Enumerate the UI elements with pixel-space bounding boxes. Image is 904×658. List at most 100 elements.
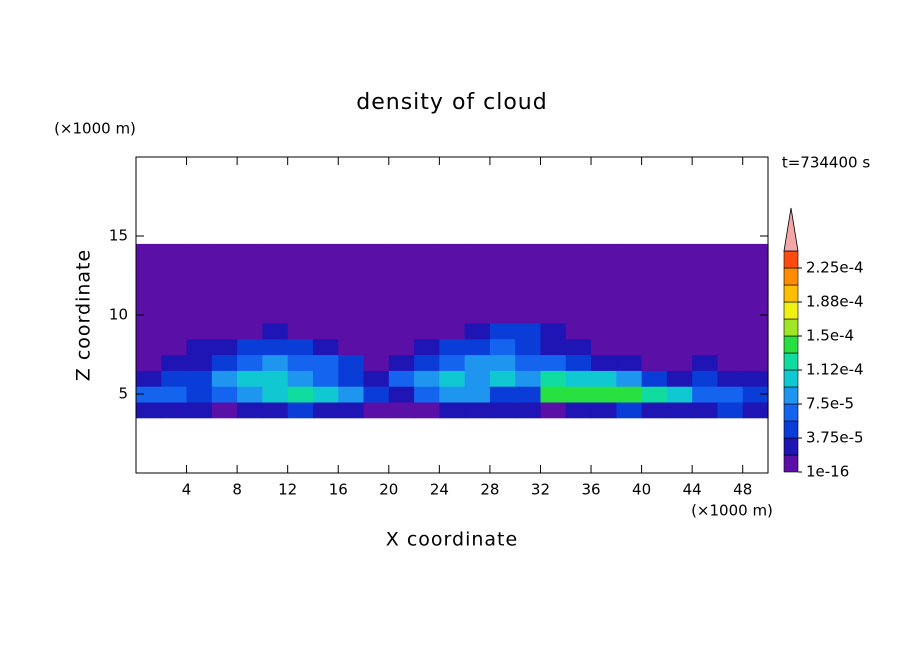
cell — [616, 338, 643, 356]
cell — [262, 291, 289, 308]
cell — [136, 338, 162, 356]
x-tick-label: 44 — [683, 481, 702, 499]
cell — [363, 291, 390, 308]
cell — [312, 291, 339, 308]
cell — [186, 386, 213, 403]
cell — [565, 291, 592, 308]
cell — [414, 354, 440, 371]
cell — [312, 307, 339, 324]
cell — [717, 322, 744, 340]
cell — [666, 354, 693, 371]
cell — [616, 243, 643, 261]
cell — [540, 291, 567, 308]
cell — [515, 307, 542, 324]
cell — [717, 386, 744, 403]
cell — [692, 322, 719, 340]
cell — [287, 401, 314, 419]
cell — [287, 259, 314, 277]
cell — [414, 322, 440, 340]
cell — [742, 291, 769, 308]
colorbar-band — [783, 352, 799, 371]
cell — [287, 370, 314, 387]
cell — [363, 275, 390, 292]
cell — [439, 386, 466, 403]
colorbar-band — [783, 267, 799, 286]
x-tick-label: 36 — [581, 481, 600, 499]
field — [136, 243, 769, 419]
cell — [186, 275, 213, 292]
cell — [136, 307, 162, 324]
cell — [565, 338, 592, 356]
cell — [211, 354, 238, 371]
cell — [186, 307, 213, 324]
cell — [515, 354, 542, 371]
cell — [464, 259, 491, 277]
colorbar-band — [783, 369, 799, 388]
cell — [515, 259, 542, 277]
cell — [363, 243, 390, 261]
cell — [717, 243, 744, 261]
cell — [742, 401, 769, 419]
cell — [717, 401, 744, 419]
colorbar-band — [783, 420, 799, 439]
cell — [388, 338, 415, 356]
cell — [666, 386, 693, 403]
cell — [338, 259, 365, 277]
cell — [489, 307, 516, 324]
cell — [262, 275, 289, 292]
chart-title: density of cloud — [356, 90, 547, 115]
cell — [565, 354, 592, 371]
cell — [161, 370, 188, 387]
cell — [515, 386, 542, 403]
cell — [717, 354, 744, 371]
cell — [186, 354, 213, 371]
cell — [540, 307, 567, 324]
cell — [742, 338, 769, 356]
cell — [312, 322, 339, 340]
cell — [211, 291, 238, 308]
cell — [312, 243, 339, 261]
cell — [717, 291, 744, 308]
cell — [692, 259, 719, 277]
cell — [237, 259, 263, 277]
cell — [338, 275, 365, 292]
cell — [565, 307, 592, 324]
cell — [641, 370, 668, 387]
cell — [338, 307, 365, 324]
cell — [161, 307, 188, 324]
cell — [363, 354, 390, 371]
cell — [136, 386, 162, 403]
cell — [464, 307, 491, 324]
cell — [211, 307, 238, 324]
cell — [136, 370, 162, 387]
cell — [388, 291, 415, 308]
cell — [287, 338, 314, 356]
cell — [287, 275, 314, 292]
cell — [211, 370, 238, 387]
cell — [211, 243, 238, 261]
x-tick-label: 48 — [733, 481, 752, 499]
cell — [692, 370, 719, 387]
cell — [464, 275, 491, 292]
cell — [363, 307, 390, 324]
cell — [237, 243, 263, 261]
cell — [616, 259, 643, 277]
cell — [186, 401, 213, 419]
cell — [742, 259, 769, 277]
cell — [742, 386, 769, 403]
cell — [262, 370, 289, 387]
cell — [666, 291, 693, 308]
cell — [186, 259, 213, 277]
colorbar-label: 7.5e-5 — [806, 395, 854, 413]
cell — [388, 307, 415, 324]
cell — [641, 291, 668, 308]
cell — [161, 338, 188, 356]
cell — [338, 354, 365, 371]
cell — [287, 354, 314, 371]
cell — [439, 370, 466, 387]
x-tick-label: 8 — [232, 481, 242, 499]
cell — [692, 386, 719, 403]
cell — [616, 370, 643, 387]
cell — [692, 354, 719, 371]
cell — [515, 322, 542, 340]
